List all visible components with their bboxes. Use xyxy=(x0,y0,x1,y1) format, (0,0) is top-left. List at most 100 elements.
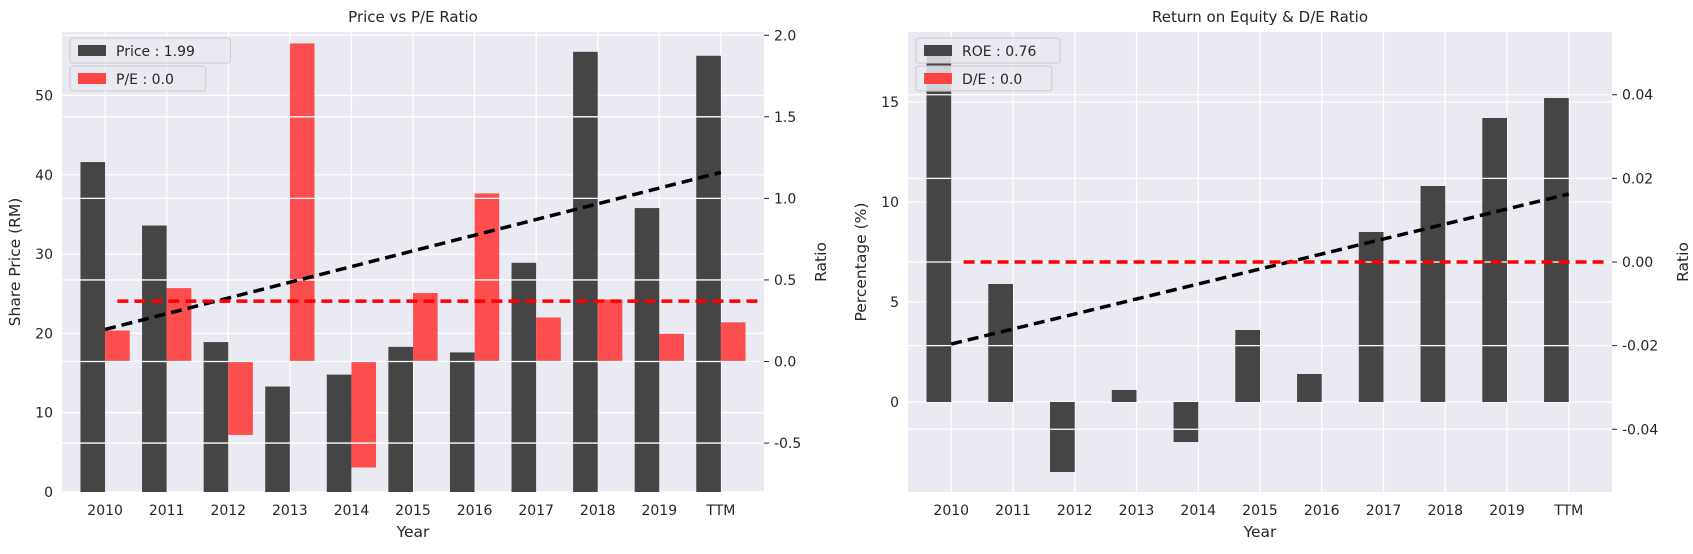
x-tick-label: 2012 xyxy=(210,503,246,519)
legend-label: D/E : 0.0 xyxy=(962,72,1022,88)
bar-pe xyxy=(720,322,746,362)
roe-trend-line xyxy=(950,192,1570,346)
y-tick-label: 20 xyxy=(35,326,53,342)
y-tick-label: 10 xyxy=(35,406,53,422)
y-tick-label: 0 xyxy=(44,485,53,501)
bar-pe xyxy=(474,193,500,362)
legend-swatch xyxy=(78,45,106,56)
x-tick-label: TTM xyxy=(705,503,735,519)
bar-pe xyxy=(289,43,315,362)
x-tick-label: 2016 xyxy=(1304,503,1340,519)
bar-price xyxy=(573,51,598,493)
bar-price xyxy=(142,225,167,492)
bar-roe xyxy=(988,284,1013,402)
y-axis-label: Percentage (%) xyxy=(852,203,870,322)
bar-price xyxy=(388,346,413,492)
y2-tick-label: 0.04 xyxy=(1622,88,1653,104)
x-tick-label: 2013 xyxy=(1119,503,1155,519)
bar-pe xyxy=(351,361,377,468)
y2-tick-label: 0.02 xyxy=(1622,171,1653,187)
x-tick-label: 2018 xyxy=(580,503,616,519)
x-tick-label: 2012 xyxy=(1057,503,1093,519)
legend-box xyxy=(915,37,1061,64)
legend-box xyxy=(69,37,231,64)
y2-tick-label: -0.04 xyxy=(1622,422,1658,438)
bar-pe xyxy=(166,288,192,362)
y2-tick-label: 0.5 xyxy=(774,273,796,289)
price-pe-chart: 2010 2011 2012 2013 2014 2015 2016 2017 2018 2019… xyxy=(6,8,830,541)
y2-tick-label: -0.02 xyxy=(1622,339,1658,355)
bar-roe xyxy=(1482,118,1508,402)
bar-pe xyxy=(536,317,561,362)
legend-box xyxy=(69,65,207,92)
bar-roe xyxy=(1050,402,1075,472)
bar-pe xyxy=(413,292,438,362)
y-tick-label: 30 xyxy=(35,247,53,263)
y-tick-label: 50 xyxy=(35,88,53,104)
x-tick-label: 2014 xyxy=(1180,503,1216,519)
y-axis-label: Share Price (RM) xyxy=(6,198,24,327)
y-tick-label: 10 xyxy=(881,195,899,211)
y2-tick-label: -0.5 xyxy=(774,436,801,452)
bar-price xyxy=(511,262,537,492)
bar-roe xyxy=(1297,374,1322,402)
x-tick-label: 2013 xyxy=(272,503,308,519)
legend-swatch xyxy=(924,45,952,56)
bar-roe xyxy=(1544,98,1569,402)
legend-swatch xyxy=(924,73,952,84)
bar-pe xyxy=(228,361,253,435)
x-tick-label: 2019 xyxy=(641,503,677,519)
y2-axis-label: Ratio xyxy=(1674,242,1692,282)
y2-tick-label: 1.0 xyxy=(774,191,796,207)
y2-tick-label: 1.5 xyxy=(774,110,796,126)
y2-axis-label: Ratio xyxy=(812,242,830,282)
bar-pe xyxy=(659,333,684,362)
bar-price xyxy=(449,352,475,492)
legend-swatch xyxy=(78,73,106,84)
x-tick-label: 2018 xyxy=(1427,503,1463,519)
bar-roe xyxy=(1420,186,1446,402)
x-tick-label: TTM xyxy=(1553,503,1583,519)
x-axis-label: Year xyxy=(396,523,430,541)
bar-pe xyxy=(597,299,623,362)
y-tick-label: 15 xyxy=(881,95,899,111)
x-tick-label: 2019 xyxy=(1489,503,1525,519)
roe-de-chart: 2010 2011 2012 2013 2014 2015 2016 2017 2018 2019… xyxy=(852,8,1692,541)
y-tick-label: 5 xyxy=(890,295,899,311)
bar-roe xyxy=(1358,232,1384,402)
x-tick-label: 2014 xyxy=(334,503,370,519)
legend-box xyxy=(915,65,1053,92)
x-tick-label: 2011 xyxy=(995,503,1031,519)
y2-tick-label: 0.0 xyxy=(774,355,796,371)
bar-roe xyxy=(926,50,952,402)
bar-price xyxy=(696,55,721,493)
bar-roe xyxy=(1111,390,1137,402)
legend-label: ROE : 0.76 xyxy=(962,44,1036,60)
x-axis-label: Year xyxy=(1243,523,1277,541)
price-trend-line xyxy=(104,170,722,332)
bar-roe xyxy=(1173,402,1199,442)
bar-price xyxy=(80,162,106,492)
x-tick-label: 2010 xyxy=(933,503,969,519)
y2-tick-label: 0.00 xyxy=(1622,255,1653,271)
legend-label: Price : 1.99 xyxy=(116,44,195,60)
x-tick-label: 2016 xyxy=(457,503,493,519)
y2-tick-label: 2.0 xyxy=(774,28,796,44)
x-tick-label: 2015 xyxy=(395,503,431,519)
x-tick-label: 2011 xyxy=(149,503,185,519)
bar-price xyxy=(326,374,352,492)
chart-title: Price vs P/E Ratio xyxy=(348,8,478,26)
x-tick-label: 2017 xyxy=(518,503,554,519)
legend-label: P/E : 0.0 xyxy=(116,72,174,88)
y-tick-label: 40 xyxy=(35,168,53,184)
bar-price xyxy=(203,342,229,492)
x-tick-label: 2017 xyxy=(1366,503,1402,519)
chart-title: Return on Equity & D/E Ratio xyxy=(1152,8,1368,26)
bar-roe xyxy=(1235,330,1260,402)
x-tick-label: 2010 xyxy=(87,503,123,519)
bar-price xyxy=(634,208,660,492)
y-tick-label: 0 xyxy=(890,395,899,411)
x-tick-label: 2015 xyxy=(1242,503,1278,519)
